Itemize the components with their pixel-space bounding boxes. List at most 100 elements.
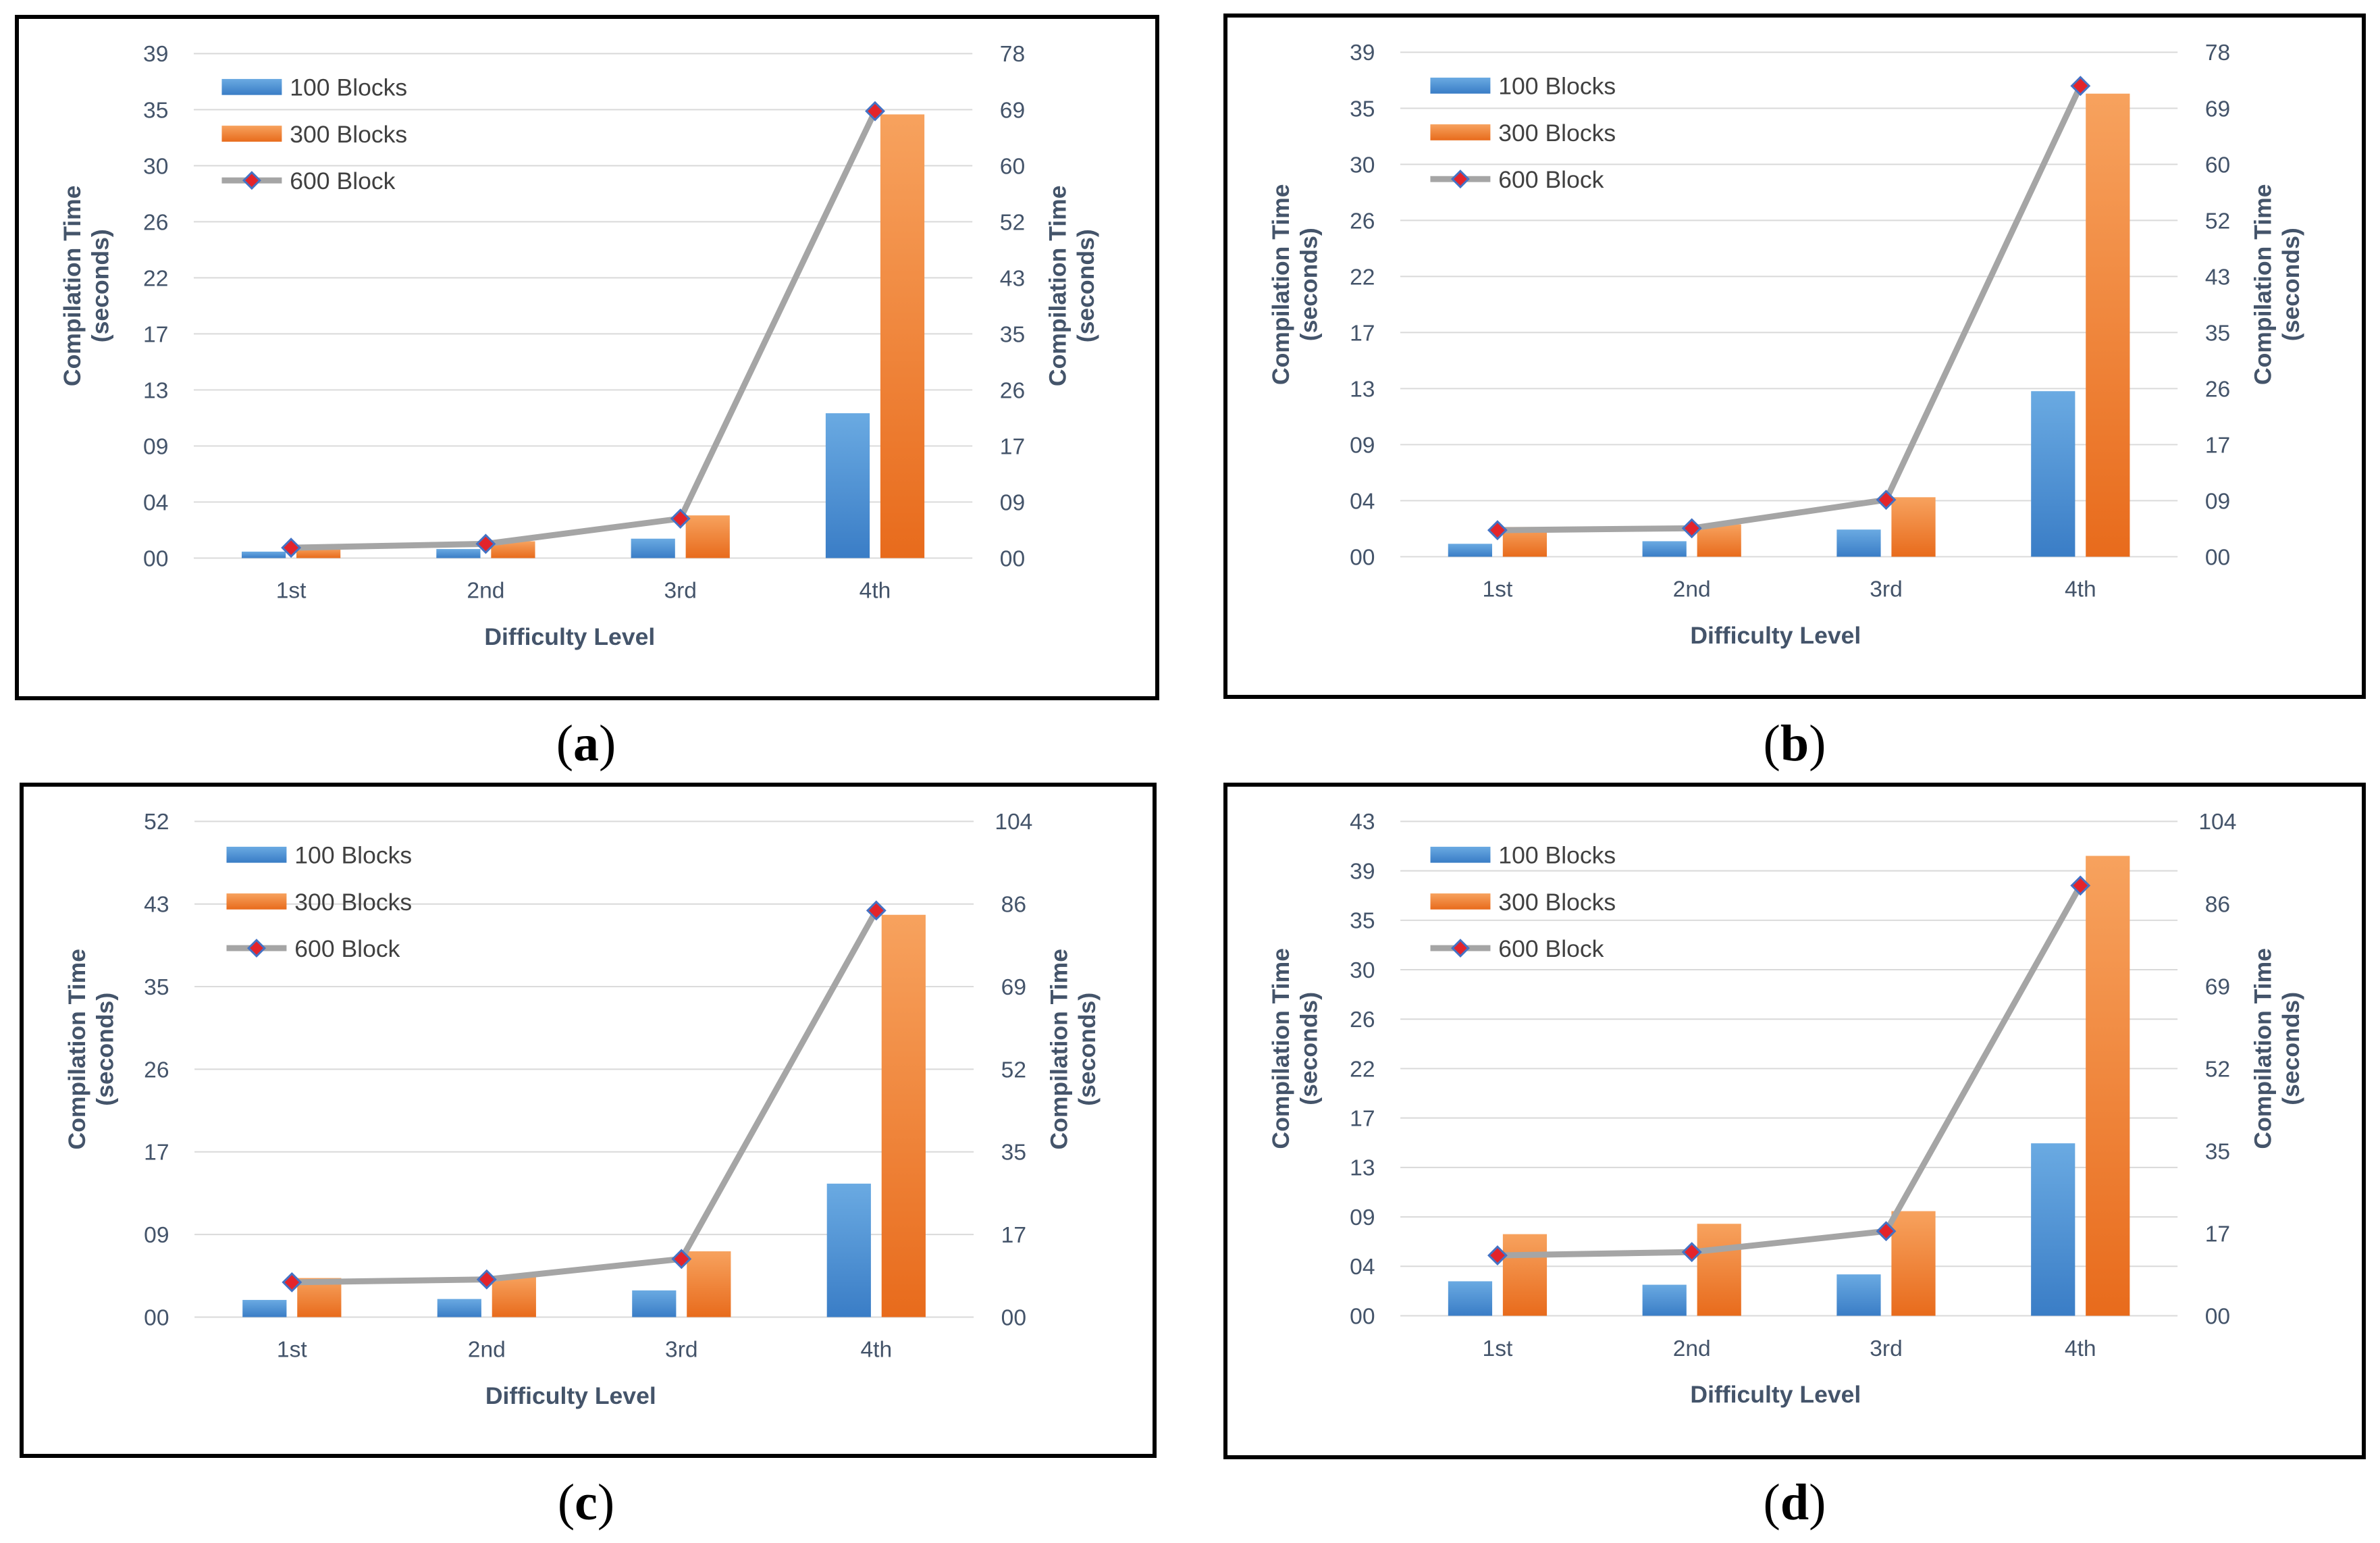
y-axis-title-line: (seconds) xyxy=(1072,229,1099,342)
legend-marker-600-block xyxy=(247,939,266,958)
y2-tick-label: 17 xyxy=(2205,1222,2230,1247)
y2-tick-label: 26 xyxy=(2205,377,2230,402)
y2-tick-label: 69 xyxy=(2205,97,2230,122)
legend-label: 300 Blocks xyxy=(1498,889,1616,916)
x-tick-label: 1st xyxy=(277,1338,307,1363)
y-tick-label: 17 xyxy=(1350,1107,1375,1132)
y2-tick-label: 43 xyxy=(1000,266,1025,291)
y-tick-label: 26 xyxy=(144,1057,169,1082)
y2-tick-label: 00 xyxy=(1000,546,1025,571)
bar-300-blocks xyxy=(881,914,926,1317)
y-tick-label: 09 xyxy=(1350,433,1375,458)
y-tick-label: 04 xyxy=(1350,1255,1375,1280)
y-tick-label: 30 xyxy=(1350,153,1375,178)
x-axis-title: Difficulty Level xyxy=(485,1382,656,1409)
bar-100-blocks xyxy=(631,538,675,558)
legend-label: 300 Blocks xyxy=(294,889,412,916)
bar-100-blocks xyxy=(437,1299,481,1317)
legend-swatch-100-blocks xyxy=(226,846,287,863)
line-600-block-marker xyxy=(281,538,302,558)
y-axis-title-left: Compilation Time (seconds) xyxy=(1267,184,1323,385)
chart-panel-c: 00 09 17 26 35 43 52 00 17 35 52 69 86 104 1st 2nd 3rd 4t… xyxy=(20,783,1157,1458)
y-tick-label: 00 xyxy=(143,546,168,571)
x-tick-label: 3rd xyxy=(665,1338,698,1363)
x-axis-title: Difficulty Level xyxy=(484,623,655,650)
y-tick-label: 13 xyxy=(1350,377,1375,402)
x-tick-label: 1st xyxy=(1482,577,1512,602)
line-600-block-marker xyxy=(1681,518,1702,539)
x-tick-label: 2nd xyxy=(1673,577,1711,602)
chart-panel-b: 00 04 09 13 17 22 26 30 35 39 00 09 17 26 35 43 52 60 69 78… xyxy=(1223,14,2366,699)
y-axis-title-line: Compilation Time xyxy=(2249,948,2276,1149)
y-tick-label: 22 xyxy=(143,266,168,291)
line-600-block-marker xyxy=(1876,1221,1897,1242)
y-tick-label: 35 xyxy=(1350,97,1375,122)
y-tick-label: 00 xyxy=(144,1305,169,1330)
x-tick-label: 4th xyxy=(2065,1336,2096,1361)
y-axis-title-line: (seconds) xyxy=(92,993,119,1106)
y-axis-title-line: (seconds) xyxy=(86,229,113,342)
line-600-block xyxy=(288,907,880,1286)
caption-a-letter: a xyxy=(573,715,599,772)
y-tick-label: 13 xyxy=(143,378,168,403)
y-tick-label: 30 xyxy=(143,154,168,179)
y2-tick-label: 35 xyxy=(2205,321,2230,346)
legend-label: 100 Blocks xyxy=(290,74,407,101)
legend-marker-600-block xyxy=(1450,169,1470,189)
y-axis-title-left: Compilation Time (seconds) xyxy=(59,185,114,386)
line-600-block-marker xyxy=(866,900,887,921)
y2-tick-label: 78 xyxy=(1000,42,1025,67)
y-tick-label: 35 xyxy=(143,98,168,123)
y2-tick-label: 00 xyxy=(2205,545,2230,570)
y-tick-label: 22 xyxy=(1350,265,1375,290)
caption-c-letter: c xyxy=(575,1474,598,1531)
y-axis-title-line: (seconds) xyxy=(1296,992,1323,1105)
y-tick-label: 39 xyxy=(1350,859,1375,884)
bar-300-blocks xyxy=(687,1251,731,1317)
y-axis-title-line: Compilation Time xyxy=(1045,949,1072,1150)
bar-100-blocks xyxy=(1448,1281,1493,1316)
line-600-block xyxy=(1494,882,2084,1259)
y-tick-label: 17 xyxy=(1350,321,1375,346)
y-tick-label: 35 xyxy=(1350,909,1375,934)
y-tick-label: 39 xyxy=(143,42,168,67)
legend-label: 600 Block xyxy=(290,167,395,194)
line-600-block-marker xyxy=(1876,490,1897,511)
x-tick-label: 3rd xyxy=(1870,1336,1903,1361)
y-tick-label: 04 xyxy=(143,490,168,515)
line-600-block-marker xyxy=(670,508,691,529)
bar-100-blocks xyxy=(241,551,286,558)
y-tick-label: 43 xyxy=(1350,810,1375,835)
legend-marker-600-block xyxy=(1451,939,1470,958)
y2-tick-label: 09 xyxy=(1000,490,1025,515)
y-tick-label: 30 xyxy=(1350,958,1375,983)
y2-tick-label: 104 xyxy=(2198,810,2236,835)
chart-panel-d: 00 04 09 13 17 22 26 30 35 39 43 00 17 35 52 69 86 104 1st… xyxy=(1223,783,2366,1459)
legend-label: 100 Blocks xyxy=(1498,842,1616,869)
bar-100-blocks xyxy=(826,1183,871,1317)
y2-tick-label: 86 xyxy=(1001,893,1026,918)
bar-100-blocks xyxy=(2031,1143,2075,1316)
y-axis-title-line: Compilation Time xyxy=(63,949,90,1150)
x-axis-title: Difficulty Level xyxy=(1690,1381,1861,1408)
legend-swatch-300-blocks xyxy=(1430,893,1491,910)
line-600-block-marker xyxy=(476,1269,497,1290)
legend-swatch-300-blocks xyxy=(221,126,282,142)
y2-tick-label: 09 xyxy=(2205,489,2230,514)
y-axis-title-line: (seconds) xyxy=(1295,228,1322,341)
y-tick-label: 04 xyxy=(1350,489,1375,514)
line-600-block xyxy=(1494,82,2084,533)
y-axis-title-line: (seconds) xyxy=(1074,993,1101,1106)
line-600-block-marker xyxy=(2070,76,2091,97)
chart-c-svg: 00 09 17 26 35 43 52 00 17 35 52 69 86 104 1st 2nd 3rd 4t… xyxy=(63,810,1101,1409)
y-tick-label: 39 xyxy=(1350,41,1375,66)
x-tick-label: 4th xyxy=(860,579,891,604)
line-600-block-marker xyxy=(1487,1245,1508,1266)
bar-300-blocks xyxy=(2086,856,2130,1316)
y2-tick-label: 17 xyxy=(2205,433,2230,458)
x-tick-label: 3rd xyxy=(1870,577,1903,602)
y-tick-label: 35 xyxy=(144,975,169,1000)
x-tick-label: 3rd xyxy=(664,579,697,604)
y-tick-label: 52 xyxy=(144,810,169,835)
y2-tick-label: 35 xyxy=(2205,1139,2230,1164)
